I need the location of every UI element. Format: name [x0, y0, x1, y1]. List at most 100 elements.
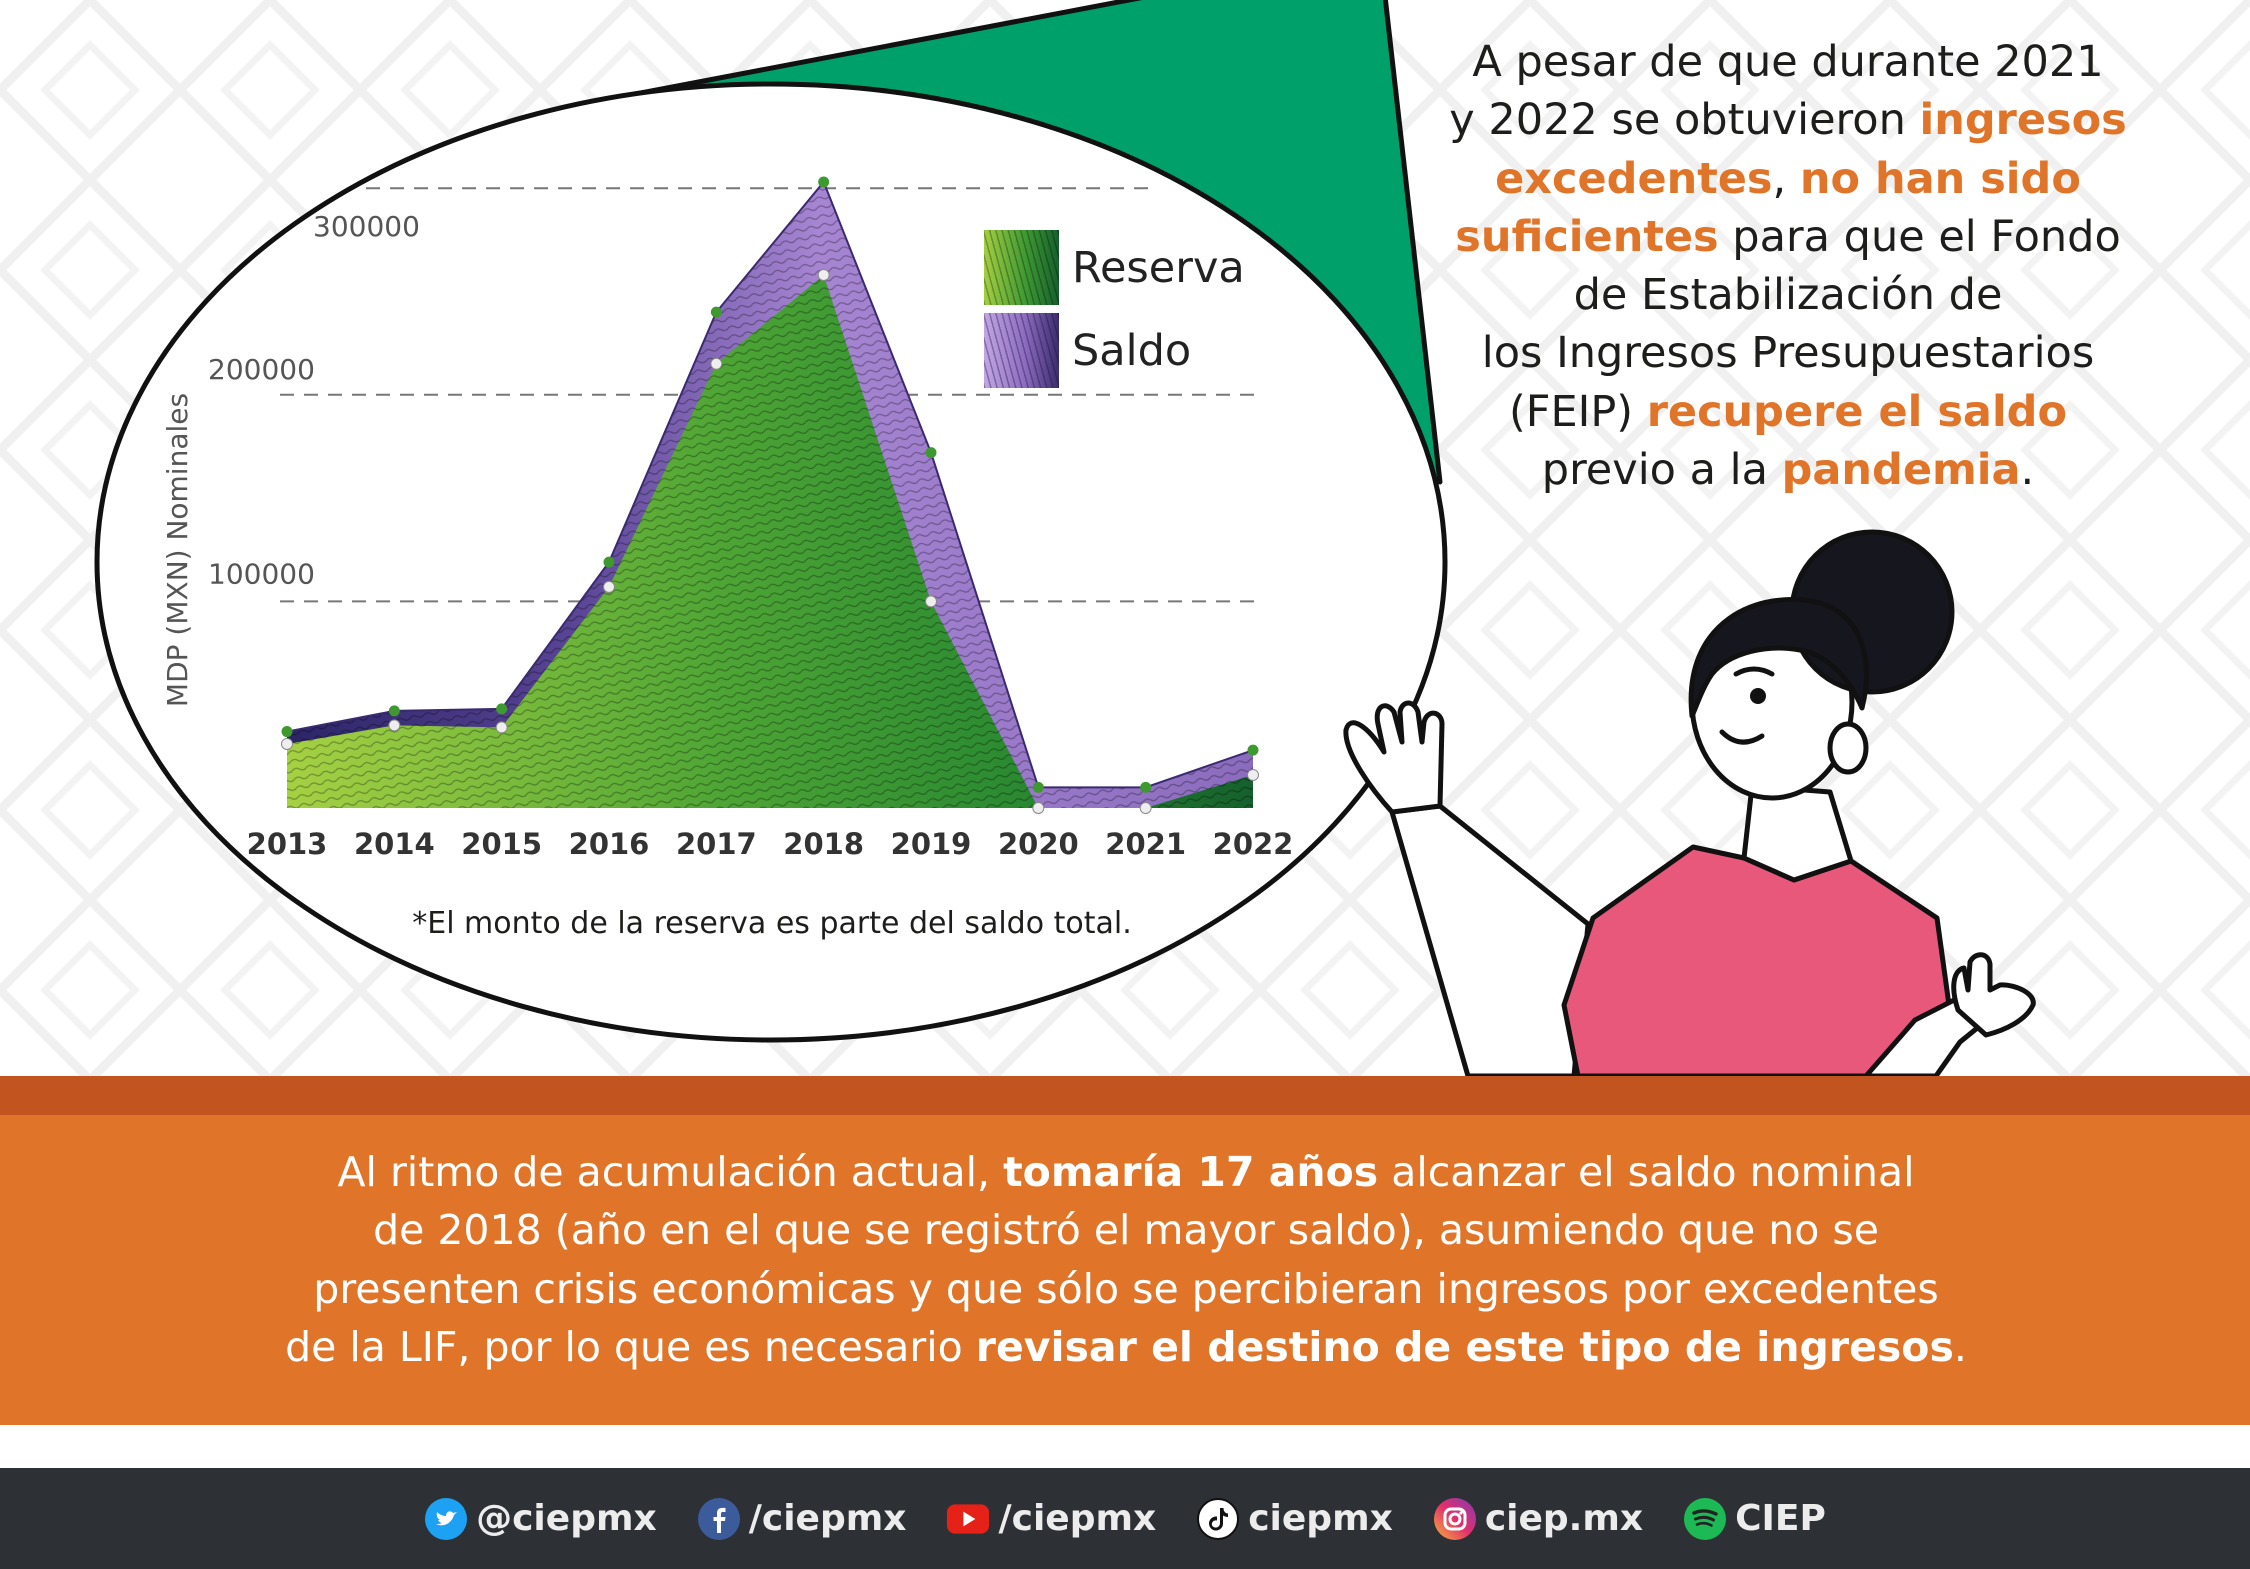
- tiktok-icon: [1196, 1497, 1240, 1541]
- legend-item-saldo: Saldo: [984, 313, 1191, 388]
- hair: [1688, 597, 1869, 719]
- x-tick-label: 2015: [461, 827, 542, 861]
- x-tick-label: 2019: [891, 827, 972, 861]
- highlight-text: pandemia: [1781, 445, 2021, 496]
- point-reserva: [817, 268, 830, 281]
- point-saldo: [1247, 744, 1259, 756]
- legend-swatch-reserva: [984, 230, 1059, 305]
- right-text-line: A pesar de que durante 2021: [1388, 33, 2188, 91]
- band-top-strip: [0, 1076, 2250, 1115]
- conclusion-line: de la LIF, por lo que es necesario revis…: [126, 1318, 2126, 1376]
- social-link-twitter[interactable]: @ciepmx: [424, 1497, 657, 1541]
- point-reserva: [1032, 802, 1045, 814]
- instagram-icon: [1433, 1497, 1477, 1541]
- social-link-tiktok[interactable]: ciepmx: [1196, 1497, 1393, 1541]
- ear: [1827, 721, 1869, 775]
- right-text-line: y 2022 se obtuvieron ingresos: [1388, 91, 2188, 149]
- plain-text: de 2018 (año en el que se registró el ma…: [373, 1206, 1879, 1255]
- highlight-text: ingresos: [1919, 95, 2127, 146]
- right-explanation-text: A pesar de que durante 2021 y 2022 se obt…: [1388, 33, 2188, 499]
- point-saldo: [281, 726, 293, 738]
- highlight-text: no han sido: [1799, 153, 2081, 204]
- social-label: ciep.mx: [1484, 1498, 1644, 1539]
- plain-text: previo a la: [1541, 445, 1782, 496]
- point-saldo: [1140, 781, 1152, 793]
- y-axis-label: MDP (MXN) Nominales: [161, 393, 194, 707]
- social-link-instagram[interactable]: ciep.mx: [1433, 1497, 1643, 1541]
- eyebrow: [1733, 666, 1775, 677]
- right-text-line: suficientes para que el Fondo: [1388, 208, 2188, 266]
- legend-item-reserva: Reserva: [984, 230, 1245, 305]
- point-reserva: [603, 580, 615, 593]
- point-reserva: [710, 357, 723, 370]
- right-text-line: previo a la pandemia.: [1388, 441, 2188, 499]
- plain-text: .: [2020, 445, 2035, 496]
- social-label: CIEP: [1735, 1498, 1826, 1539]
- facebook-icon: [697, 1497, 741, 1541]
- plain-text: ,: [1772, 153, 1800, 204]
- left-hand: [1343, 700, 1445, 815]
- point-saldo: [496, 703, 508, 715]
- x-tick-label: 2017: [676, 827, 757, 861]
- right-text-line: de Estabilización de: [1388, 266, 2188, 324]
- point-saldo: [710, 306, 722, 318]
- left-arm: [1389, 803, 1591, 1079]
- x-tick-label: 2021: [1105, 827, 1186, 861]
- point-reserva: [925, 595, 937, 608]
- plain-text: los Ingresos Presupuestarios: [1481, 328, 2095, 379]
- plain-text: y 2022 se obtuvieron: [1449, 95, 1920, 146]
- right-text-line: (FEIP) recupere el saldo: [1388, 383, 2188, 441]
- x-tick-label: 2020: [998, 827, 1079, 861]
- y-tick-label: 200000: [208, 353, 315, 386]
- social-label: /ciepmx: [998, 1498, 1157, 1539]
- social-link-facebook[interactable]: /ciepmx: [697, 1497, 907, 1541]
- highlight-text: excedentes: [1495, 153, 1773, 204]
- eye: [1750, 688, 1766, 704]
- legend-label-saldo: Saldo: [1072, 325, 1192, 376]
- social-label: ciepmx: [1248, 1498, 1393, 1539]
- chart-footnote: *El monto de la reserva es parte del sal…: [412, 906, 1132, 941]
- plain-text: de Estabilización de: [1573, 270, 2003, 321]
- point-saldo: [603, 556, 615, 568]
- smile: [1719, 729, 1765, 745]
- plain-text: Al ritmo de acumulación actual,: [337, 1148, 1004, 1196]
- point-saldo: [925, 447, 937, 459]
- right-hand: [1951, 952, 2036, 1038]
- plain-text: A pesar de que durante 2021: [1472, 37, 2104, 87]
- point-reserva: [1247, 768, 1259, 781]
- legend-swatch-saldo: [984, 313, 1059, 388]
- plain-text: (FEIP): [1508, 386, 1647, 437]
- plain-text: de la LIF, por lo que es necesario: [285, 1322, 976, 1371]
- conclusion-line: presenten crisis económicas y que sólo s…: [126, 1260, 2126, 1318]
- area-reserva-texture: [287, 274, 1253, 808]
- point-saldo: [1032, 781, 1044, 793]
- youtube-icon: [946, 1497, 990, 1541]
- conclusion-line: de 2018 (año en el que se registró el ma…: [126, 1201, 2126, 1259]
- x-tick-label: 2018: [783, 827, 864, 861]
- right-text-line: excedentes, no han sido: [1388, 150, 2188, 208]
- point-reserva: [388, 719, 401, 732]
- point-reserva: [1139, 802, 1152, 814]
- social-link-spotify[interactable]: CIEP: [1683, 1497, 1826, 1541]
- legend-label-reserva: Reserva: [1072, 242, 1245, 293]
- x-tick-label: 2016: [569, 827, 650, 861]
- line-saldo: [286, 180, 1254, 789]
- highlight-text: recupere el saldo: [1646, 386, 2068, 437]
- conclusion-line: Al ritmo de acumulación actual, tomaría …: [126, 1143, 2126, 1201]
- x-tick-label: 2022: [1213, 827, 1294, 861]
- highlight-text: suficientes: [1455, 211, 1719, 262]
- shirt: [1561, 844, 1952, 1079]
- point-reserva: [281, 737, 293, 750]
- plain-text: alcanzar el saldo nominal: [1378, 1148, 1915, 1196]
- social-link-youtube[interactable]: /ciepmx: [946, 1497, 1156, 1541]
- social-label: /ciepmx: [748, 1498, 907, 1539]
- right-text-line: los Ingresos Presupuestarios: [1388, 324, 2188, 382]
- conclusion-band: [0, 1115, 2250, 1425]
- bold-text: revisar el destino de este tipo de ingre…: [975, 1322, 1954, 1371]
- neck: [1741, 783, 1854, 883]
- plain-text: presenten crisis económicas y que sólo s…: [313, 1264, 1939, 1313]
- social-footer: @ciepmx/ciepmx/ciepmx ciepmx ciep.mx CIEP: [0, 1468, 2250, 1569]
- point-saldo: [818, 176, 830, 188]
